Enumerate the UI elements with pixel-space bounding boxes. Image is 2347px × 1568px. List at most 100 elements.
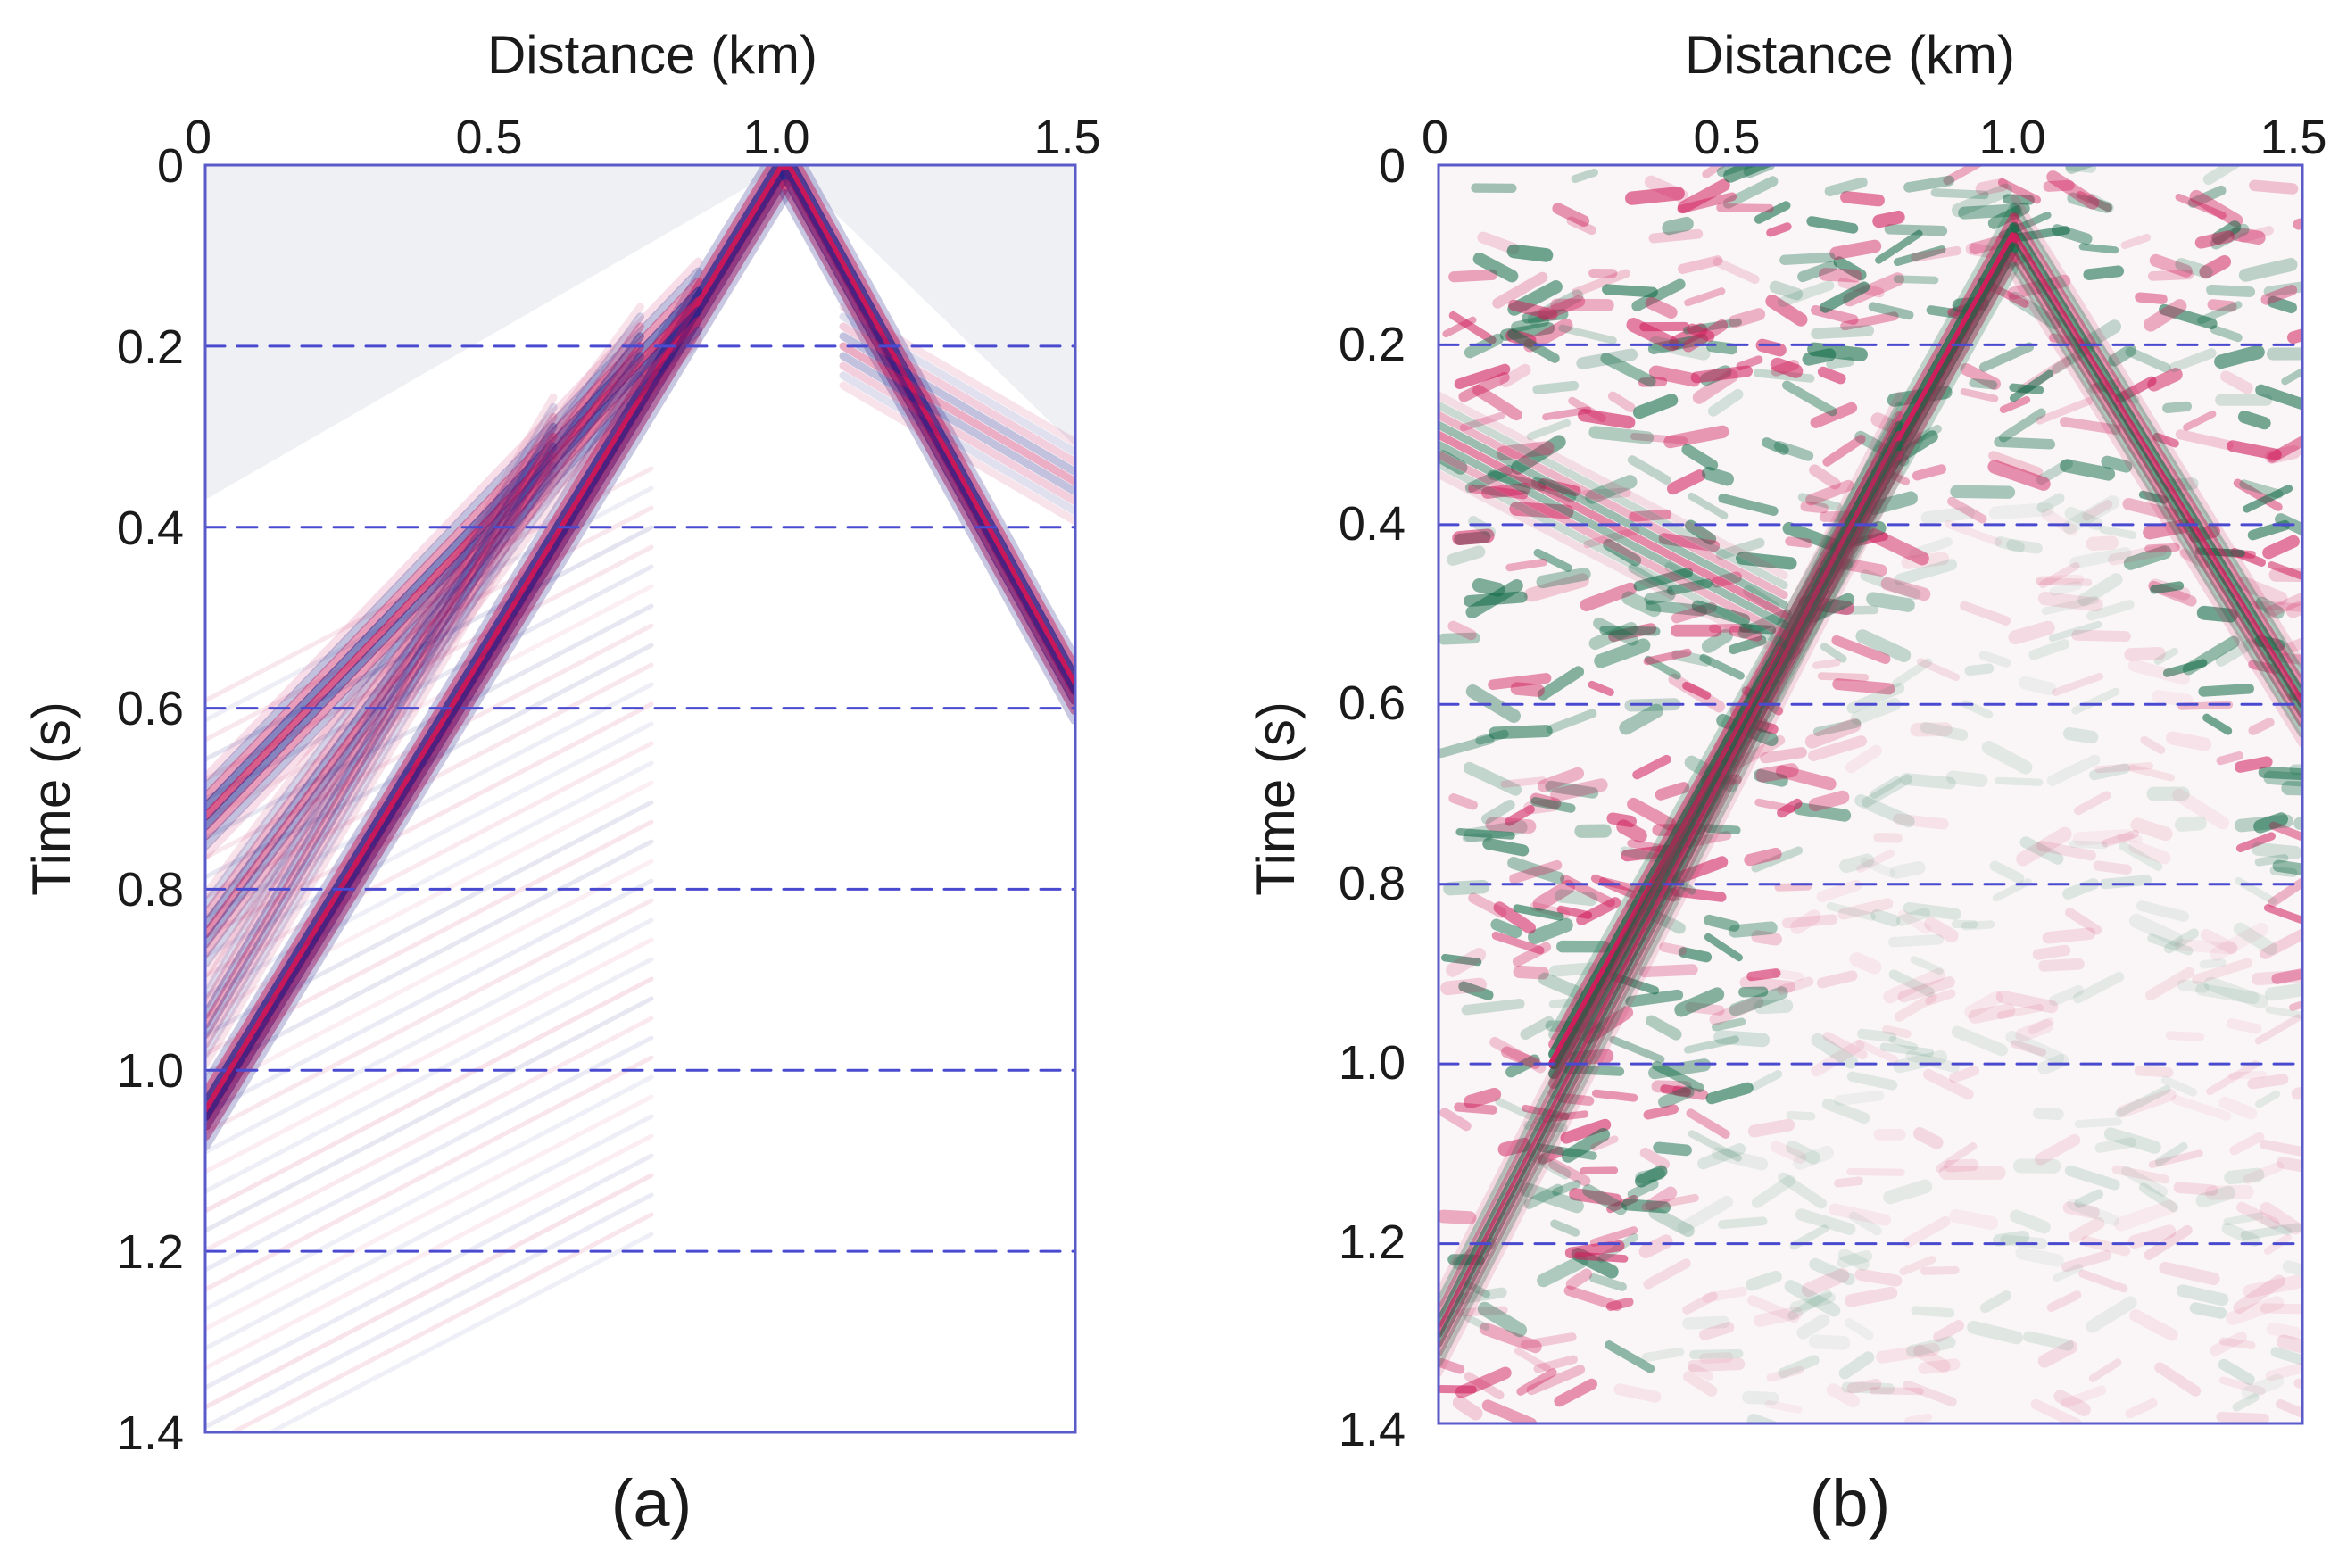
panel-b-texture-blob-724 [1944,1158,1979,1173]
panel-b-texture-blob-826 [1746,968,1781,982]
panel-b-texture-blob-631 [2038,561,2080,589]
panel-b-texture-blob-314 [1722,176,1779,209]
panel-b-texture-blob-536 [2128,840,2171,865]
panel-b-texture-blob-104 [1923,1068,1974,1100]
panel-a-coda-stripe-34 [205,1133,654,1371]
panel-b-texture-blob-269 [1979,1290,2012,1314]
panel-a-coda-stripe-7 [205,603,654,841]
panel-b-texture-blob-30 [2122,497,2179,521]
panel-b-texture-blob-177 [1849,952,1882,975]
panel-b-events [1439,194,2302,1377]
panel-b-texture-blob-813 [2243,1275,2302,1298]
event-refraction-3-wavelet-0 [205,393,558,991]
panel-b-texture-blob-332 [1507,857,1565,884]
panel-b-texture-blob-804 [2199,958,2227,969]
panel-b-texture-blob-692 [1790,909,1821,934]
panel-b-texture-blob-182 [1699,1352,1734,1365]
panel-b-texture-blob-385 [1448,311,1497,344]
event-refraction-3-wavelet-1 [205,402,558,1000]
panel-b-texture-blob-366 [1808,790,1850,812]
panel-b-texture-blob-573 [1993,1230,2030,1247]
panel-b-texture-blob-600 [2069,840,2108,850]
panel-b-texture-blob-467 [1838,853,1875,874]
panel-b-texture-blob-421 [1846,1167,1905,1176]
panel-b-texture-blob-886 [1477,1301,1528,1338]
panel-b-texture-blob-383 [2260,1139,2302,1157]
panel-b-texture-blob-273 [1960,362,2002,390]
panel-b-texture-blob-777 [2215,638,2256,667]
panel-b-texture-blob-797 [1837,898,1894,920]
panel-b-texture-blob-591 [2243,1161,2285,1184]
panel-a-coda-stripe-25 [205,957,654,1194]
panel-b-texture-blob-555 [1844,1317,1874,1340]
panel-b-texture-blob-517 [2263,592,2302,618]
panel-b-texture-blob-675 [2260,1201,2302,1235]
panel-b-texture-blob-863 [2239,479,2284,499]
panel-b-texture-blob-568 [1440,977,1487,996]
panel-b-texture-blob-164 [2123,545,2172,570]
panel-b-texture-blob-652 [2099,875,2152,890]
panel-b-texture-blob-735 [1455,1287,1507,1305]
panel-b-texture-blob-377 [1930,188,1989,200]
event-refraction-2-wavelet-5 [205,352,644,949]
panel-b-texture-blob-73 [2171,1094,2232,1121]
panel-b-texture-blob-732 [1728,308,1766,328]
panel-b-texture-blob-193 [1968,1003,2016,1024]
panel-b-texture-blob-687 [1485,817,1537,834]
panel-b-texture-blob-611 [2046,754,2101,786]
panel-b-texture-blob-431 [2197,301,2243,325]
panel-b-texture-blob-378 [2267,295,2297,314]
panel-b-texture-blob-845 [2210,922,2268,961]
panel-b-texture-blob-780 [1658,1085,1695,1108]
panel-b-texture-blob-411 [1996,1004,2044,1020]
panel-b-texture-blob-488 [2268,821,2302,842]
panel-b-texture-blob-79 [2266,1322,2301,1340]
panel-b-texture-blob-439 [2129,1309,2178,1341]
panel-b-texture-blob-102 [2207,299,2237,312]
panel-b-texture-blob-110 [2162,659,2208,677]
panel-b-texture-blob-742 [1958,203,2022,220]
panel-b-texture-blob-794 [1508,299,1558,320]
panel-a-coda-stripe-2 [205,505,654,743]
panel-b-texture-blob-674 [1523,1183,1563,1209]
panel-b-texture-blob-654 [2036,577,2093,586]
panel-b-texture-blob-472 [2077,573,2123,607]
panel-b-texture-blob-782 [1495,1098,1545,1125]
panel-b-texture-blob-703 [2249,179,2299,195]
panel-b-texture-blob-757 [1566,216,1596,236]
panel-b-texture-blob-633 [1681,444,1719,471]
panel-b-texture-blob-702 [1671,650,1712,667]
panel-a-coda-stripe-32 [205,1094,654,1332]
panel-b-texture-blob-662 [1475,729,1509,745]
panel-b-texture-blob-696 [1868,302,1914,320]
panel-b-texture-blob-755 [2166,731,2212,751]
event-direct-wave-left-wavelet-6 [205,189,791,1150]
panel-b-texture-blob-673 [1648,365,1701,387]
panel-b-texture-blob-817 [1520,1182,1584,1214]
panel-a-coda-stripe-11 [205,682,654,919]
panel-b-texture-blob-473 [2036,493,2065,513]
panel-b-texture-blob-736 [1822,1031,1868,1060]
panel-b-texture-blob-216 [1702,466,1735,486]
panel-a-coda-stripe-36 [205,1173,654,1410]
panel-b-texture-blob-891 [2053,1264,2084,1282]
panel-b-texture-blob-627 [2282,1260,2302,1278]
panel-b-texture-blob-425 [2005,1030,2065,1065]
panel-b-texture-blob-418 [1903,175,1954,193]
panel-b-texture-blob-157 [1883,1179,1933,1205]
panel-b-texture-blob-609 [1707,388,1744,417]
panel-b-texture-blob-800 [1949,1066,1980,1083]
panel-b-texture-blob-809 [2236,1201,2280,1230]
panel-b-texture-blob-783 [1520,1016,1555,1040]
panel-b-texture-blob-306 [2218,1337,2256,1349]
panel-b-texture-blob-224 [2008,291,2061,330]
panel-b-texture-blob-524 [1607,391,1636,412]
panel-b-texture-blob-881 [1807,342,1868,361]
panel-b-texture-blob-222 [1684,519,1717,545]
panel-b-texture-blob-715 [2048,620,2102,643]
panel-b-texture-blob-68 [1697,1143,1746,1170]
panel-b-texture-blob-527 [1472,252,1519,283]
panel-b-texture-blob-554 [2175,193,2227,220]
panel-b-texture-blob-83 [1981,741,2033,775]
panel-b-texture-blob-458 [2036,397,2094,425]
